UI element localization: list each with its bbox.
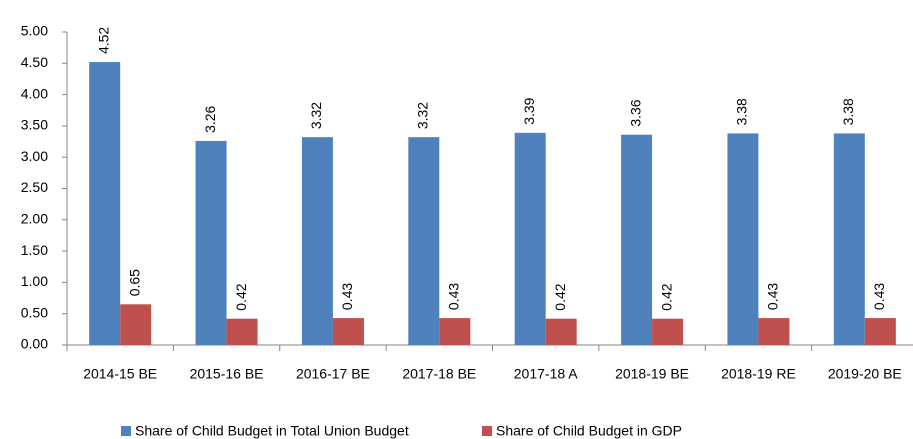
bar bbox=[408, 137, 440, 345]
data-label: 0.43 bbox=[339, 283, 355, 310]
bar bbox=[514, 132, 546, 345]
x-tick-label: 2015-16 BE bbox=[190, 366, 264, 382]
data-label: 0.42 bbox=[552, 283, 568, 310]
bar bbox=[89, 62, 121, 345]
bar bbox=[332, 318, 364, 345]
x-tick-label: 2018-19 RE bbox=[721, 366, 796, 382]
data-label: 0.42 bbox=[658, 283, 674, 310]
data-label: 0.43 bbox=[446, 283, 462, 310]
x-tick-label: 2017-18 A bbox=[514, 366, 578, 382]
bar bbox=[226, 318, 258, 345]
data-label: 3.26 bbox=[202, 105, 218, 132]
bar bbox=[652, 318, 684, 345]
data-label: 3.32 bbox=[308, 102, 324, 129]
legend-label: Share of Child Budget in GDP bbox=[496, 423, 682, 439]
y-tick-label: 2.00 bbox=[21, 211, 48, 227]
y-tick-label: 0.50 bbox=[21, 304, 48, 320]
bar bbox=[120, 304, 152, 345]
bar bbox=[621, 134, 653, 345]
data-label: 0.43 bbox=[871, 283, 887, 310]
data-label: 3.36 bbox=[627, 99, 643, 126]
data-label: 0.42 bbox=[233, 283, 249, 310]
bar bbox=[727, 133, 759, 345]
legend-label: Share of Child Budget in Total Union Bud… bbox=[135, 423, 409, 439]
data-label: 3.38 bbox=[840, 98, 856, 125]
data-label: 0.43 bbox=[765, 283, 781, 310]
bar bbox=[758, 318, 790, 345]
y-tick-label: 0.00 bbox=[21, 336, 48, 352]
data-label: 3.32 bbox=[415, 102, 431, 129]
data-label: 4.52 bbox=[95, 27, 111, 54]
bar bbox=[833, 133, 865, 345]
bar bbox=[545, 318, 577, 345]
bar bbox=[864, 318, 896, 345]
data-label: 3.38 bbox=[734, 98, 750, 125]
legend-swatch bbox=[482, 426, 492, 436]
y-tick-label: 3.50 bbox=[21, 117, 48, 133]
y-tick-label: 1.50 bbox=[21, 242, 48, 258]
bar bbox=[439, 318, 471, 345]
bar bbox=[301, 137, 333, 345]
y-tick-label: 1.00 bbox=[21, 273, 48, 289]
data-label: 0.65 bbox=[126, 269, 142, 296]
data-label: 3.39 bbox=[521, 97, 537, 124]
y-tick-label: 4.00 bbox=[21, 85, 48, 101]
bar bbox=[195, 140, 227, 345]
x-tick-label: 2018-19 BE bbox=[615, 366, 689, 382]
y-tick-label: 4.50 bbox=[21, 54, 48, 70]
y-tick-label: 5.00 bbox=[21, 23, 48, 39]
x-tick-label: 2017-18 BE bbox=[402, 366, 476, 382]
x-tick-label: 2016-17 BE bbox=[296, 366, 370, 382]
y-tick-label: 2.50 bbox=[21, 179, 48, 195]
y-tick-label: 3.00 bbox=[21, 148, 48, 164]
x-tick-label: 2019-20 BE bbox=[828, 366, 902, 382]
legend-swatch bbox=[121, 426, 131, 436]
x-tick-label: 2014-15 BE bbox=[83, 366, 157, 382]
